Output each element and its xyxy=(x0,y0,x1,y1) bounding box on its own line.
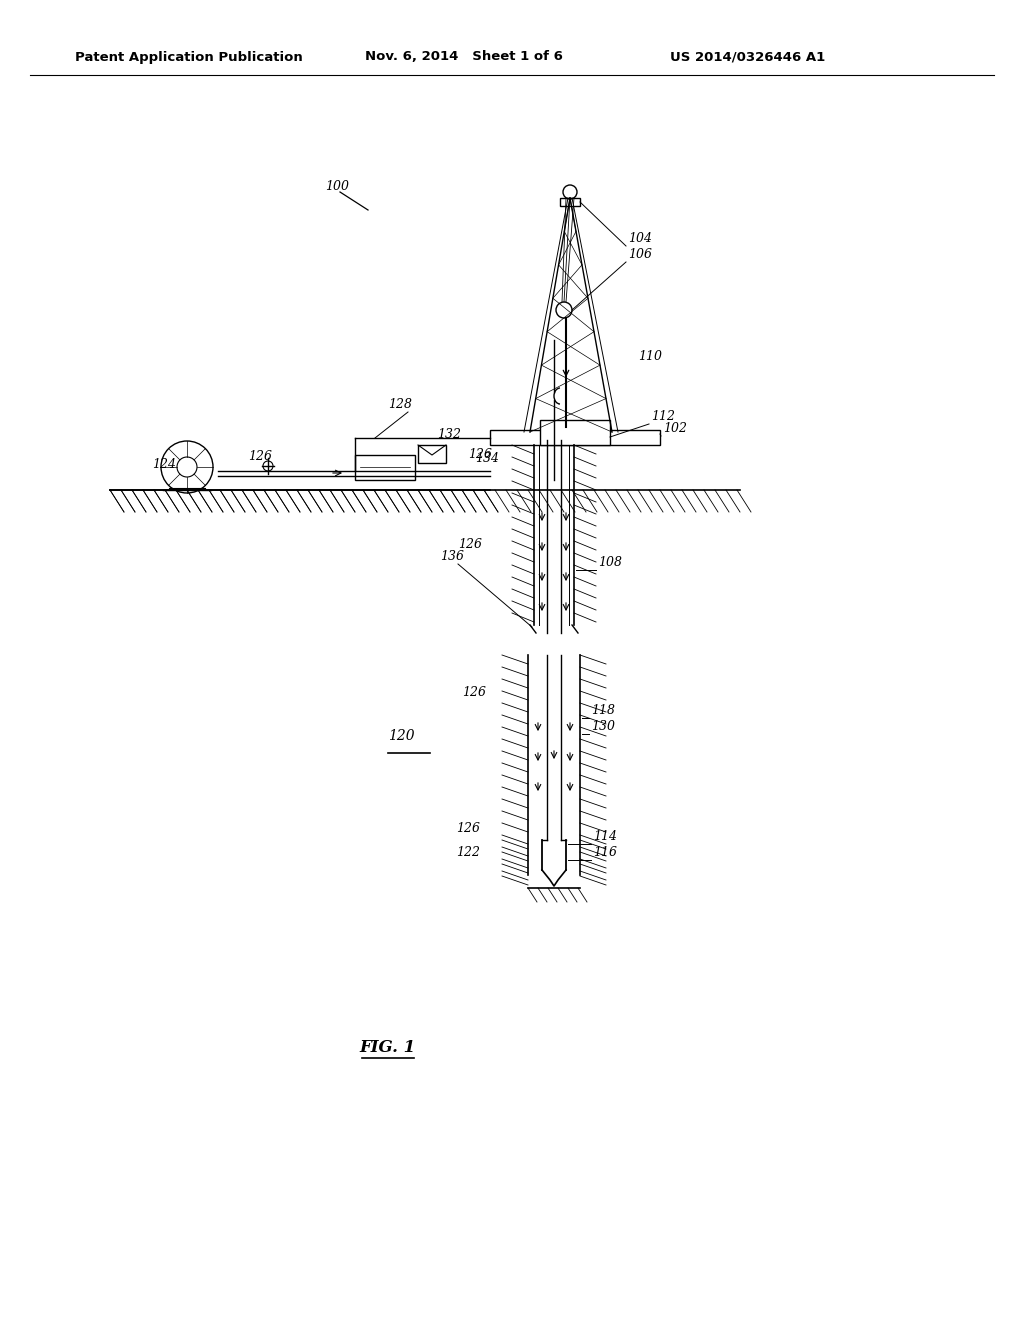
Text: 118: 118 xyxy=(591,704,615,717)
Bar xyxy=(418,445,446,463)
Text: 120: 120 xyxy=(388,729,415,743)
Text: 134: 134 xyxy=(475,451,499,465)
Text: 122: 122 xyxy=(456,846,480,859)
Text: 126: 126 xyxy=(456,822,480,836)
Text: 126: 126 xyxy=(462,686,486,700)
Text: US 2014/0326446 A1: US 2014/0326446 A1 xyxy=(670,50,825,63)
Text: 106: 106 xyxy=(628,248,652,261)
Text: 130: 130 xyxy=(591,719,615,733)
Circle shape xyxy=(177,457,197,477)
Text: 136: 136 xyxy=(440,550,464,564)
Text: 110: 110 xyxy=(638,350,662,363)
Bar xyxy=(540,420,610,445)
Text: 100: 100 xyxy=(325,180,349,193)
Bar xyxy=(560,198,580,206)
Text: 126: 126 xyxy=(468,447,492,461)
Text: 102: 102 xyxy=(663,422,687,436)
Text: Nov. 6, 2014   Sheet 1 of 6: Nov. 6, 2014 Sheet 1 of 6 xyxy=(365,50,563,63)
Text: 112: 112 xyxy=(651,411,675,422)
Text: 126: 126 xyxy=(248,450,272,463)
Bar xyxy=(355,455,415,480)
Text: FIG. 1: FIG. 1 xyxy=(359,1040,416,1056)
Text: 114: 114 xyxy=(593,830,617,843)
Text: 116: 116 xyxy=(593,846,617,859)
Text: Patent Application Publication: Patent Application Publication xyxy=(75,50,303,63)
Text: 124: 124 xyxy=(152,458,176,471)
Text: 108: 108 xyxy=(598,556,622,569)
Text: 128: 128 xyxy=(388,399,412,411)
Text: 126: 126 xyxy=(458,539,482,550)
Circle shape xyxy=(161,441,213,492)
Text: 104: 104 xyxy=(628,232,652,246)
Bar xyxy=(490,430,660,445)
Text: 132: 132 xyxy=(437,428,461,441)
